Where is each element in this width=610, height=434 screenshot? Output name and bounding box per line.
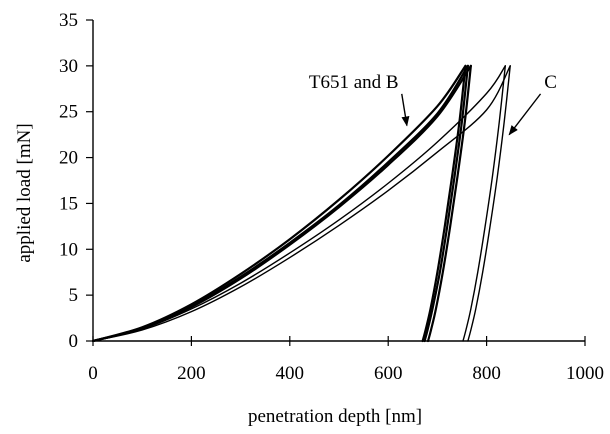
series-t651-b-2 <box>91 64 467 343</box>
series-t651-b-3 <box>91 64 472 343</box>
y-tick-label: 35 <box>59 10 78 31</box>
y-tick-label: 5 <box>69 285 79 306</box>
series-c-4 <box>92 65 506 342</box>
loading-curve <box>92 65 506 342</box>
y-tick-label: 0 <box>69 331 79 352</box>
annotation-c-label: C <box>544 72 557 93</box>
loading-curve <box>92 65 511 342</box>
x-axis-title: penetration depth [nm] <box>248 406 422 427</box>
curves <box>91 64 511 343</box>
y-tick-label: 15 <box>59 193 78 214</box>
y-tick-label: 25 <box>59 102 78 123</box>
x-tick-label: 800 <box>472 363 501 384</box>
x-tick-label: 200 <box>177 363 206 384</box>
series-t651-b-1 <box>91 64 469 343</box>
unloading-curve <box>462 65 506 342</box>
axes <box>92 20 585 342</box>
unloading-curve <box>426 64 472 343</box>
annotation-t651-and-b-arrow <box>401 93 410 127</box>
y-tick-label: 30 <box>59 56 78 77</box>
annotation-c-arrow <box>508 93 542 136</box>
x-tick-label: 400 <box>276 363 305 384</box>
x-tick-label: 0 <box>88 363 98 384</box>
y-axis-title: applied load [mN] <box>14 123 35 262</box>
loading-curve <box>91 64 469 343</box>
unloading-curve <box>421 64 467 343</box>
unloading-curve <box>467 65 511 342</box>
x-tick-label: 600 <box>374 363 403 384</box>
unloading-curve <box>423 64 469 343</box>
annotation-t651-and-b-label: T651 and B <box>309 72 399 93</box>
x-tick-label: 1000 <box>566 363 604 384</box>
series-c-5 <box>92 65 511 342</box>
loading-curve <box>91 64 467 343</box>
y-tick-label: 10 <box>59 239 78 260</box>
ticks: 0 200 400 600 800 1000 0 5 10 15 20 25 30 35 <box>59 10 604 384</box>
y-tick-label: 20 <box>59 148 78 169</box>
loading-curve <box>91 64 472 343</box>
annotations: T651 and B C <box>309 72 557 136</box>
